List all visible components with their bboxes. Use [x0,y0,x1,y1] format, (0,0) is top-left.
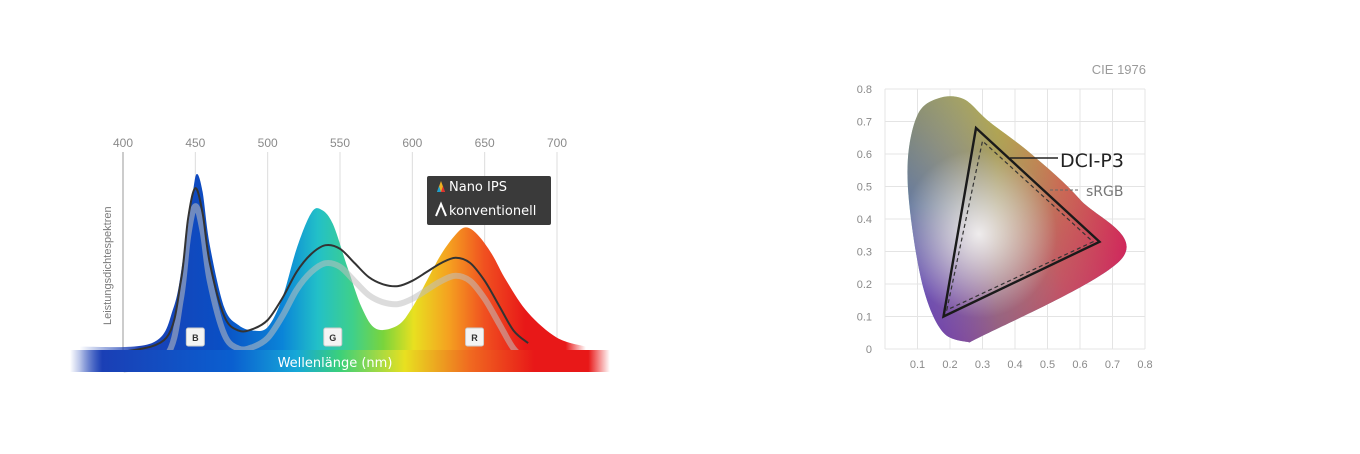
cie-x-tick-label: 0.7 [1105,359,1120,371]
cie-x-tick-label: 0.2 [942,359,957,371]
cie-y-tick-label: 0.6 [857,149,872,161]
spectrum-x-axis-label: Wellenlänge (nm) [278,356,393,371]
spectrum-baseline-band [70,350,610,372]
cie-y-tick-label: 0.2 [857,279,872,291]
srgb-gamut-triangle [945,139,1095,312]
spectrum-chart: 400 450 500 550 600 650 700 Leistungsdichtespe… [70,136,610,373]
konventionell-shadow-line [122,203,531,373]
spectrum-x-tick-label: 450 [185,136,205,150]
cie-x-tick-label: 0.6 [1072,359,1087,371]
spectrum-x-tick-label: 600 [402,136,422,150]
cie-title: CIE 1976 [1092,62,1146,77]
spectrum-x-tick-label: 400 [113,136,133,150]
cie-x-tick-label: 0.4 [1007,359,1022,371]
cie-y-ticks: 0 0.1 0.2 0.3 0.4 0.5 0.6 0.7 0.8 [857,84,872,356]
dci-p3-gamut-triangle [941,125,1102,319]
cie-x-tick-label: 0.3 [975,359,990,371]
konventionell-icon [435,201,447,217]
spectrum-y-axis-label: Leistungsdichtespektren [102,206,114,325]
cie-x-tick-label: 0.8 [1137,359,1152,371]
legend-box [427,176,551,225]
cie-y-tick-label: 0.4 [857,214,872,226]
spectrum-x-tick-label: 550 [330,136,350,150]
cie-y-tick-label: 0.3 [857,247,872,259]
legend-nano-ips: Nano IPS [449,180,507,195]
cie-y-tick-label: 0.5 [857,182,872,194]
cie-chart: CIE 1976 00.10.20.30.40.50.60.70.8 0.1 0.… [857,62,1153,371]
spectrum-x-tick-label: 700 [547,136,567,150]
cie-y-tick-label: 0.8 [857,84,872,96]
badge-r: R [465,327,485,347]
cie-y-tick-label: 0.1 [857,312,872,324]
nano-ips-spectrum-area [79,173,586,372]
cie-x-ticks: 0.1 0.2 0.3 0.4 0.5 0.6 0.7 0.8 [910,359,1153,371]
cie-y-tick-label: 0 [866,344,872,356]
badge-g: G [323,327,343,347]
spectrum-legend: Nano IPS konventionell [427,176,551,225]
cie-x-tick-label: 0.1 [910,359,925,371]
srgb-label: sRGB [1086,184,1123,200]
cie-y-tick-label: 0.7 [857,117,872,129]
legend-konventionell: konventionell [449,204,536,219]
badge-b: B [185,327,205,347]
spectrum-x-tick-label: 500 [258,136,278,150]
dci-p3-label: DCI-P3 [1060,150,1124,172]
cie-x-tick-label: 0.5 [1040,359,1055,371]
badge-label: G [329,333,336,343]
konventionell-spectrum-line [122,187,529,353]
nano-ips-icon [437,181,445,192]
badge-label: R [471,333,478,343]
badge-label: B [192,333,199,343]
spectrum-x-tick-label: 650 [475,136,495,150]
spectrum-x-ticks: 400 450 500 550 600 650 700 [113,136,567,150]
